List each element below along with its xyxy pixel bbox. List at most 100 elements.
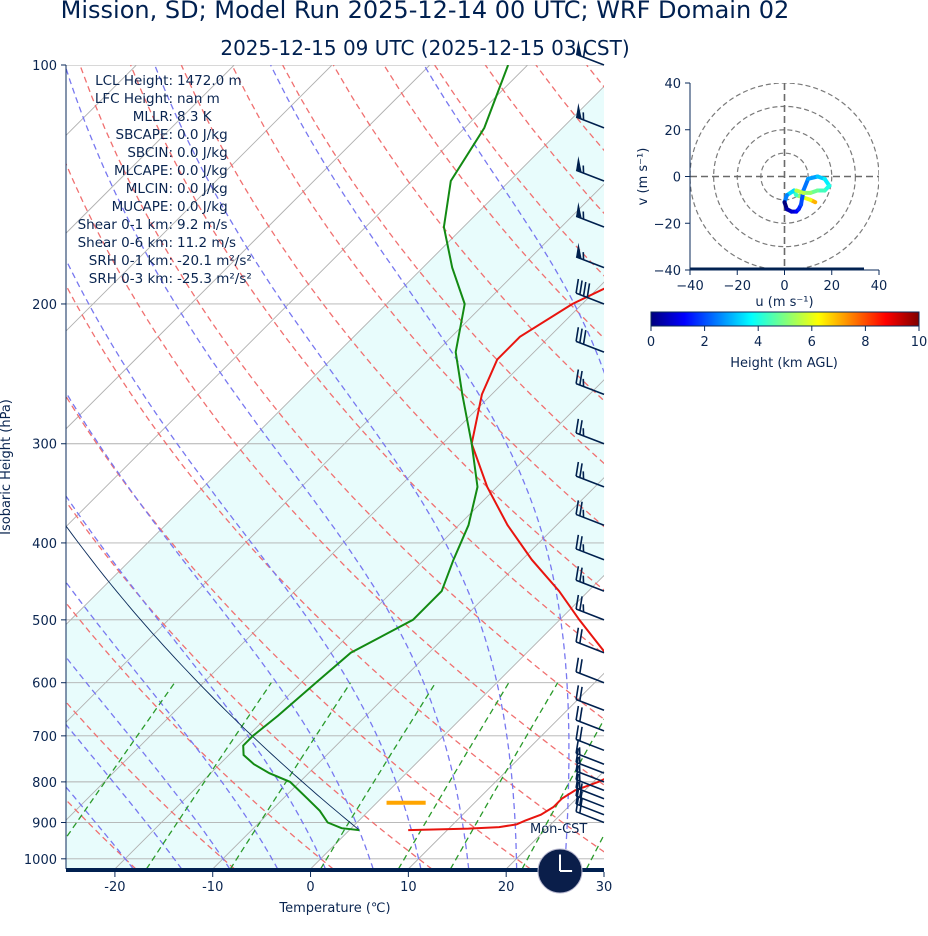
colorbar-tick-label: 0 [647, 335, 655, 350]
chart-subtitle: 2025-12-15 09 UTC (2025-12-15 03 CST) [220, 36, 630, 60]
moist-adiabat-line [66, 66, 470, 869]
stat-label: LFC Height: [94, 91, 173, 107]
dry-adiabat-line [66, 283, 604, 853]
hodograph-y-tick-label: 0 [673, 171, 681, 186]
barb-feather [582, 281, 587, 297]
barb-feather [575, 278, 580, 294]
hodograph-plot [690, 83, 879, 270]
mixing-ratio-line [521, 718, 604, 869]
barb-feather [575, 327, 580, 342]
wind-barb [575, 594, 605, 621]
wind-barb [575, 627, 605, 654]
wind-barb [575, 102, 605, 129]
barb-staff [575, 608, 605, 621]
hodograph-y-label: v (m s⁻¹) [636, 148, 651, 206]
y-tick-label: 600 [32, 677, 57, 692]
hodograph-x-tick-label: −40 [676, 279, 703, 294]
colorbar-tick-label: 6 [808, 335, 816, 350]
barb-feather [579, 536, 583, 551]
height-colorbar [650, 311, 920, 327]
barb-staff [575, 738, 605, 752]
dry-adiabat-line [66, 798, 137, 869]
wind-barb [575, 566, 605, 592]
barb-feather [575, 789, 580, 805]
barb-pennant [576, 40, 582, 57]
dry-adiabat-line [66, 500, 433, 869]
stat-label: SBCAPE: [115, 127, 173, 143]
dry-adiabat-line [231, 65, 604, 528]
wind-barb [575, 685, 605, 712]
stat-label: Shear 0-6 km: [77, 235, 173, 251]
barb-staff [575, 671, 605, 684]
dry-adiabat-line [789, 65, 928, 869]
x-tick-label: -10 [202, 880, 223, 895]
hodograph-x-label: u (m s⁻¹) [755, 295, 813, 310]
y-axis-label: Isobaric Height (hPa) [0, 399, 14, 535]
wind-barb [575, 500, 605, 526]
hodograph-y-tick-label: −20 [654, 217, 681, 232]
barb-feather [586, 283, 591, 298]
stat-label: LCL Height: [95, 73, 173, 89]
stat-label: SBCIN: [127, 145, 173, 161]
isotherm-line [66, 85, 604, 626]
colorbar-label: Height (km AGL) [730, 356, 838, 371]
barb-feather [579, 420, 583, 435]
moist-adiabat-line [66, 656, 231, 869]
dry-adiabat-line [66, 162, 604, 786]
isotherm-line [114, 379, 604, 869]
barb-feather [579, 501, 583, 517]
stat-row: Shear 0-1 km: 9.2 m/s [66, 216, 252, 234]
wind-barb [575, 418, 605, 445]
dry-adiabat-line [66, 395, 531, 869]
stat-label: MLCIN: [125, 181, 173, 197]
barb-staff [575, 752, 605, 765]
dry-adiabat-line [688, 65, 928, 869]
barb-pennant [576, 102, 582, 120]
barb-feather [582, 42, 587, 58]
wind-barb [575, 369, 605, 396]
x-tick-label: 0 [306, 880, 314, 895]
barb-feather [575, 534, 580, 550]
barb-feather [582, 329, 587, 345]
sounding-parameters: LCL Height: 1472.0 m LFC Height: nan m MLLR:… [66, 72, 252, 288]
stat-value: 9.2 m/s [177, 217, 228, 233]
barb-staff [575, 475, 605, 488]
wind-barb [575, 327, 605, 353]
moist-adiabat-line [66, 581, 279, 869]
stat-label: SRH 0-3 km: [88, 271, 173, 287]
isotherm-line [66, 65, 235, 234]
isotherm-line [212, 477, 604, 869]
isotherm-line [66, 65, 528, 528]
mixing-ratio-line [320, 682, 437, 869]
barb-feather [575, 500, 580, 515]
barb-pennant [576, 242, 582, 259]
stat-label: MLLR: [132, 109, 173, 125]
barb-pennant [576, 156, 582, 173]
colorbar-tick-label: 8 [861, 335, 869, 350]
barb-feather [575, 418, 580, 434]
hodograph-y-tick-label: 20 [664, 124, 681, 139]
isotherm-line [603, 868, 604, 869]
barb-feather [575, 369, 580, 384]
y-tick-label: 1000 [24, 853, 57, 868]
parcel-path-line [66, 525, 360, 831]
barb-feather [575, 739, 580, 754]
stat-label: MLCAPE: [113, 163, 173, 179]
stat-row: SRH 0-1 km: -20.1 m²/s² [66, 252, 252, 270]
stat-label: SRH 0-1 km: [88, 253, 173, 269]
dry-adiabat-line [637, 65, 928, 869]
barb-feather [579, 707, 583, 722]
stat-row: SBCIN: 0.0 J/kg [66, 144, 252, 162]
barb-staff [575, 719, 605, 732]
hodograph-y-tick-label: −40 [654, 264, 681, 279]
moist-adiabat-line [154, 65, 518, 869]
dry-adiabat-line [840, 65, 928, 869]
wind-barb [575, 242, 605, 269]
colorbar-tick-label: 4 [754, 335, 762, 350]
dry-adiabat-line [79, 65, 604, 720]
barb-feather [579, 659, 583, 674]
barb-feather [579, 798, 583, 814]
moist-adiabat-line [66, 786, 134, 869]
barb-feather [575, 461, 580, 477]
stat-value: nan m [177, 91, 220, 107]
